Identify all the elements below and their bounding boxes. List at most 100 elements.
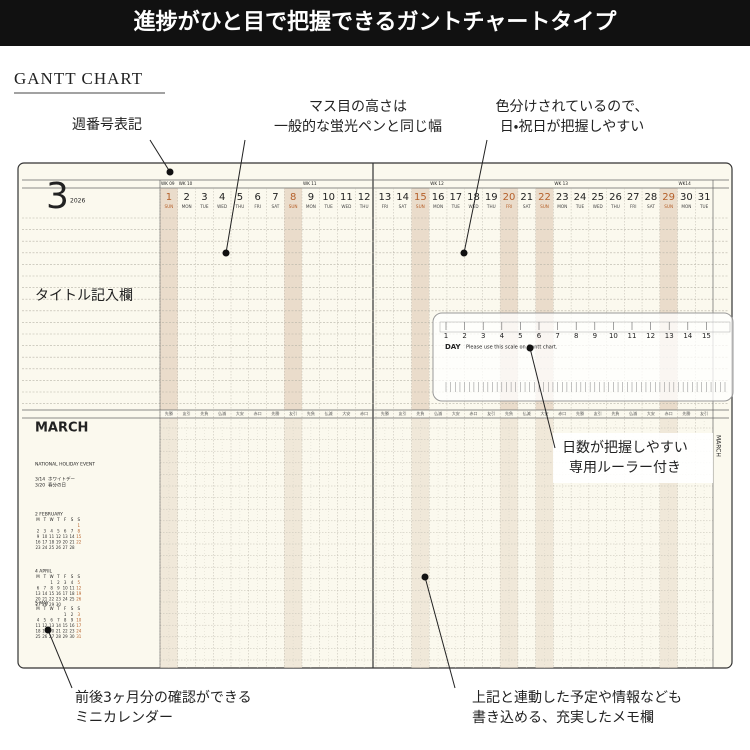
week-label: WK 09 <box>161 181 175 186</box>
day-number: 5 <box>237 192 243 203</box>
day-number: 21 <box>520 192 533 203</box>
mini-day: 6 <box>64 529 67 534</box>
ruler-number: 15 <box>702 332 711 340</box>
mini-day: 26 <box>42 634 48 639</box>
rokuyo: 赤口 <box>360 411 368 416</box>
mini-weekday: T <box>43 517 47 522</box>
callout-line <box>149 139 171 173</box>
header-title: 進捗がひと目で把握できるガントチャートタイプ <box>134 9 618 35</box>
month-name: MARCH <box>35 421 88 436</box>
rokuyo: 先勝 <box>271 410 279 416</box>
day-number: 4 <box>219 192 225 203</box>
day-shade <box>500 418 518 668</box>
rokuyo: 先勝 <box>576 410 584 416</box>
rokuyo: 先負 <box>611 410 619 416</box>
planner <box>17 162 733 669</box>
day-number: 28 <box>645 192 658 203</box>
callout-dot <box>460 249 468 257</box>
week-label: WK 11 <box>303 181 317 186</box>
mini-day: 5 <box>78 580 81 585</box>
callout-text: 専用ルーラー付き <box>569 460 681 476</box>
rokuyo: 赤口 <box>470 411 478 416</box>
weekday: WED <box>217 204 227 209</box>
mini-month: 4 APRIL <box>35 569 53 575</box>
mini-weekday: T <box>56 606 60 611</box>
mini-day: 20 <box>35 597 41 602</box>
rokuyo: 友引 <box>594 410 602 416</box>
rokuyo: 先勝 <box>165 410 173 416</box>
mini-day: 17 <box>76 623 82 628</box>
ruler-number: 13 <box>665 332 674 340</box>
mini-day: 30 <box>69 634 75 639</box>
mini-day: 1 <box>64 612 67 617</box>
mini-day: 2 <box>37 529 40 534</box>
mini-day: 23 <box>35 545 41 550</box>
mini-day: 28 <box>56 634 62 639</box>
weekday: SUN <box>289 204 298 209</box>
rokuyo: 仏滅 <box>434 410 442 416</box>
weekday: SUN <box>664 204 673 209</box>
day-number: 27 <box>627 192 640 203</box>
mini-weekday: F <box>64 606 67 611</box>
mini-day: 28 <box>42 602 48 607</box>
rokuyo: 先負 <box>416 410 424 416</box>
mini-weekday: S <box>78 574 81 579</box>
mini-day: 1 <box>78 523 81 528</box>
day-number: 23 <box>556 192 569 203</box>
day-number: 2 <box>183 192 189 203</box>
day-shade <box>284 418 302 668</box>
mini-day: 12 <box>42 623 48 628</box>
callout-text: 前後3ヶ月分の確認ができる <box>75 689 252 706</box>
day-number: 29 <box>662 192 675 203</box>
day-number: 24 <box>574 192 587 203</box>
weekday: TUE <box>699 204 709 209</box>
rokuyo: 友引 <box>399 410 407 416</box>
weekday: THU <box>486 204 496 209</box>
rokuyo: 友引 <box>289 410 297 416</box>
rokuyo: 友引 <box>487 410 495 416</box>
callout-text: 週番号表記 <box>72 117 142 133</box>
mini-day: 11 <box>49 534 55 539</box>
day-number: 18 <box>467 192 480 203</box>
mini-day: 21 <box>56 629 62 634</box>
day-number: 15 <box>414 192 427 203</box>
mini-day: 29 <box>49 602 55 607</box>
mini-day: 3 <box>64 580 67 585</box>
mini-day: 28 <box>69 545 75 550</box>
mini-day: 14 <box>56 623 62 628</box>
mini-day: 16 <box>56 591 62 596</box>
callout-line <box>463 139 488 254</box>
weekday: SUN <box>540 204 549 209</box>
weekday: MON <box>557 204 567 209</box>
callout-line <box>225 139 246 254</box>
weekday: TUE <box>451 204 461 209</box>
ruler <box>432 312 734 402</box>
mini-day: 16 <box>35 540 41 545</box>
mini-day: 29 <box>63 634 69 639</box>
weekday: SUN <box>416 204 425 209</box>
mini-month: 2 FEBRUARY <box>35 512 63 518</box>
mini-day: 1 <box>50 580 53 585</box>
ruler-unit: DAY <box>445 343 462 351</box>
ruler-number: 8 <box>574 332 578 340</box>
weekday: WED <box>341 204 351 209</box>
day-shade <box>535 418 554 668</box>
weekday: SAT <box>399 204 407 209</box>
callout-text: 色分けされているので、 <box>495 99 648 115</box>
mini-day: 4 <box>37 618 40 623</box>
mini-day: 23 <box>56 597 62 602</box>
mini-day: 3 <box>78 612 81 617</box>
callout-dot <box>166 168 174 176</box>
mini-day: 6 <box>37 586 40 591</box>
callout-dot <box>44 626 52 634</box>
mini-day: 25 <box>35 634 41 639</box>
mini-weekday: M <box>36 606 40 611</box>
mini-weekday: F <box>64 517 67 522</box>
mini-day: 15 <box>76 534 82 539</box>
day-number: 8 <box>290 192 296 203</box>
mini-weekday: S <box>78 517 81 522</box>
ruler-number: 10 <box>609 332 618 340</box>
mini-day: 5 <box>57 529 60 534</box>
mini-day: 9 <box>71 618 74 623</box>
mini-day: 13 <box>63 534 69 539</box>
